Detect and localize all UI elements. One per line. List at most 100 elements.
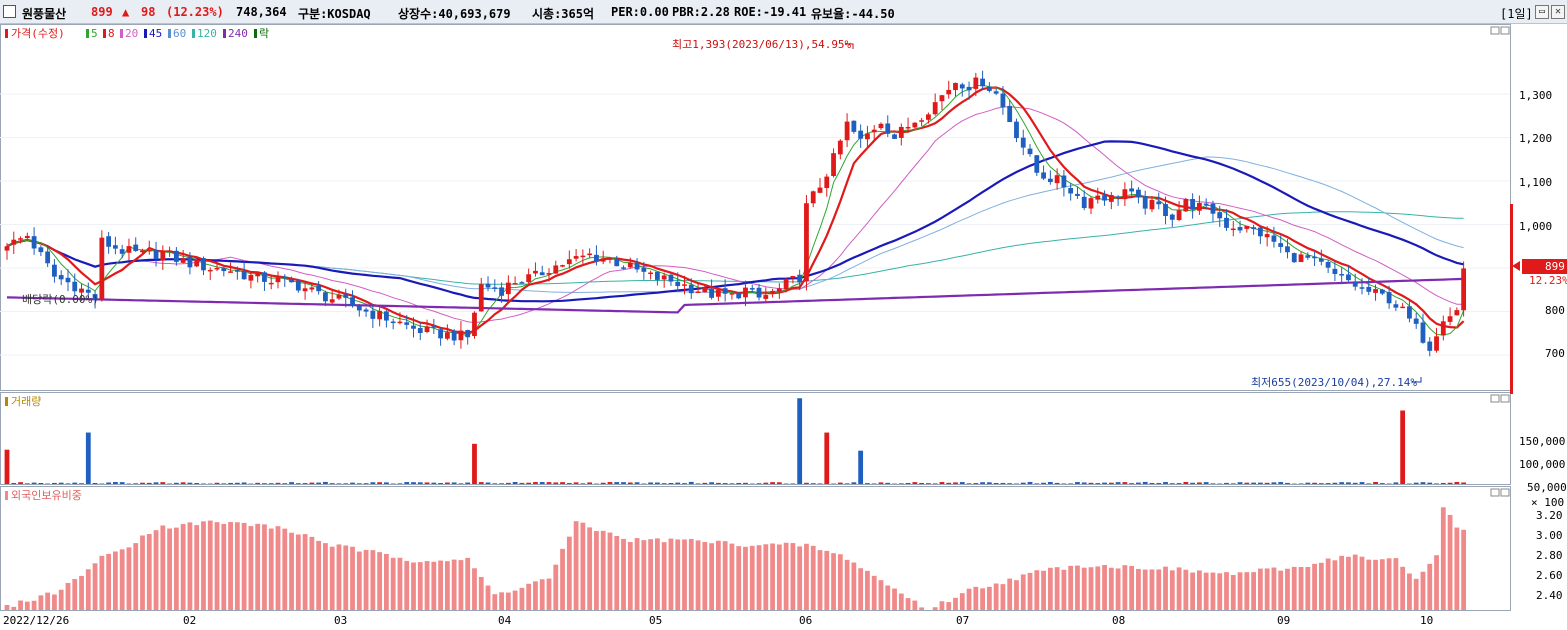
candle	[926, 114, 931, 120]
volume-bar	[492, 483, 498, 484]
price-panel-max-icon[interactable]	[1490, 26, 1500, 35]
foreign-ratio-bar	[688, 539, 694, 610]
volume-bar	[1346, 482, 1351, 484]
candle	[844, 121, 850, 141]
header-checkbox[interactable]	[3, 5, 16, 18]
panel-buttons[interactable]	[1490, 26, 1510, 497]
volume-panel-max-icon[interactable]	[1490, 394, 1500, 403]
candle	[993, 91, 999, 94]
foreign-ratio-bar	[1068, 565, 1074, 610]
volume-bar	[465, 482, 471, 484]
candle	[1359, 287, 1365, 289]
maximize-icon[interactable]: ▭	[1535, 5, 1549, 19]
foreign-panel-close-icon[interactable]	[1500, 488, 1510, 497]
volume-bar	[519, 482, 525, 484]
foreign-ratio-bar	[770, 543, 775, 610]
close-icon[interactable]: ✕	[1551, 5, 1565, 19]
volume-bar	[1400, 410, 1406, 484]
foreign-ratio-bar	[776, 544, 782, 610]
candle	[892, 134, 897, 139]
candle	[45, 251, 51, 264]
candle	[824, 176, 830, 189]
volume-bar	[587, 482, 593, 484]
foreign-ratio-bar	[1447, 514, 1453, 610]
candle	[1054, 175, 1060, 184]
foreign-ratio-bar	[45, 592, 51, 610]
foreign-ratio-bar	[1081, 567, 1087, 610]
candle	[702, 287, 708, 293]
candle	[65, 277, 71, 283]
ma-legend-swatch	[103, 29, 106, 38]
foreign-ratio-bar	[858, 568, 864, 610]
volume-bar	[485, 482, 491, 484]
foreign-ratio-bar	[1027, 572, 1033, 610]
volume-bar	[627, 482, 633, 484]
candle	[607, 258, 613, 260]
candle	[113, 245, 118, 249]
candle	[1108, 195, 1114, 202]
candle	[661, 275, 667, 280]
ma5-line	[6, 84, 1465, 337]
candle	[1332, 268, 1338, 274]
volume-bar	[600, 482, 606, 484]
foreign-ratio-bar	[966, 588, 972, 610]
price-panel-close-icon[interactable]	[1500, 26, 1510, 35]
volume-bar	[160, 482, 166, 484]
foreign-ratio-bar	[1129, 565, 1135, 610]
foreign-ratio-bar	[722, 541, 728, 610]
volume-bar	[885, 482, 891, 484]
candle	[932, 102, 938, 115]
candle	[485, 283, 491, 288]
foreign-ratio-bar	[898, 593, 904, 610]
candle	[912, 122, 918, 128]
volume-bar	[1047, 481, 1053, 484]
volume-bar	[688, 481, 694, 484]
period-button[interactable]: [1일]	[1500, 7, 1533, 21]
stock-chart[interactable]: 가격(수정) 5 8 20 45 60 120 240 락 최고1,393(2023/06/1…	[0, 24, 1567, 630]
candle	[153, 250, 159, 260]
foreign-ratio-bar	[607, 532, 613, 610]
foreign-ratio-bar	[851, 562, 857, 610]
foreign-panel-max-icon[interactable]	[1490, 488, 1500, 497]
candle	[1230, 228, 1236, 231]
volume-bar	[546, 482, 552, 484]
volume-bar	[323, 481, 328, 484]
volume-panel-close-icon[interactable]	[1500, 394, 1510, 403]
foreign-ratio-bar	[214, 522, 220, 610]
candle	[1285, 246, 1290, 253]
y-tick-1100: 1,100	[1519, 176, 1552, 189]
candle	[1129, 188, 1135, 192]
foreign-ratio-bar	[1244, 572, 1250, 610]
candle	[1163, 203, 1168, 216]
roe-value: ROE:-19.41	[734, 5, 807, 19]
y-tick-1300: 1,300	[1519, 89, 1552, 102]
candle	[85, 289, 91, 293]
foreign-ratio-bar	[560, 548, 565, 610]
candle	[356, 305, 362, 311]
foreign-ratio-bar	[804, 543, 809, 610]
candle	[106, 236, 112, 247]
candle	[160, 251, 166, 261]
candle	[783, 279, 789, 290]
volume-bar	[763, 482, 769, 484]
volume-bar	[580, 483, 586, 484]
candle	[1346, 274, 1351, 281]
volume-bar	[1285, 482, 1290, 484]
candle	[688, 284, 694, 294]
volume-bar	[505, 482, 511, 484]
volume-bar	[58, 482, 64, 484]
candle	[1014, 121, 1019, 139]
candle	[316, 285, 322, 292]
candle	[11, 239, 17, 245]
foreign-ratio-bar	[1339, 555, 1345, 610]
candle	[1454, 310, 1460, 316]
volume-bar	[295, 483, 301, 484]
volume-bar	[722, 483, 728, 484]
foreign-ratio-bar	[980, 588, 985, 610]
candle	[72, 281, 78, 292]
foreign-ratio-bar	[234, 522, 240, 610]
foreign-ratio-bar	[180, 524, 186, 610]
volume-bar	[932, 483, 938, 484]
foreign-ratio-bar	[289, 532, 294, 610]
candle	[390, 321, 396, 324]
